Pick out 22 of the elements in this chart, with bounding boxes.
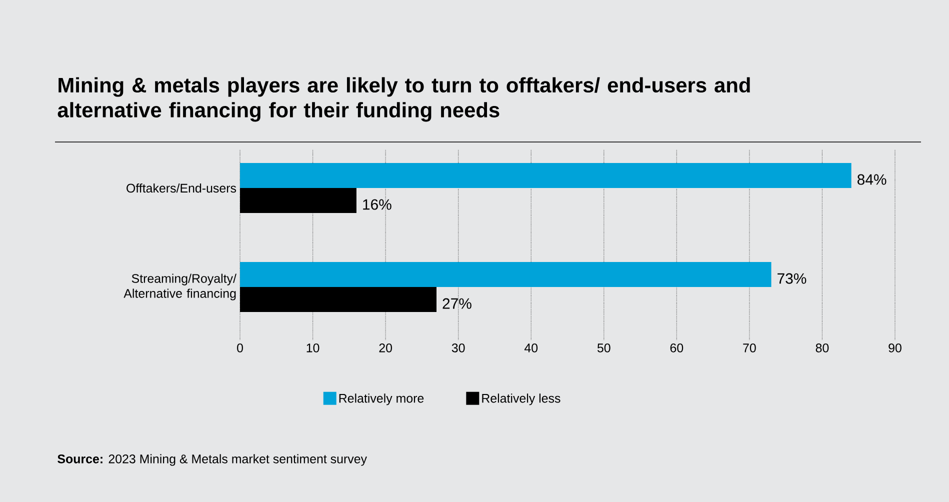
- x-tick-label: 50: [597, 344, 610, 352]
- bar: [240, 262, 772, 288]
- x-tick-label: 70: [743, 344, 756, 352]
- x-tick-label: 60: [670, 344, 684, 352]
- data-label: 16%: [363, 199, 392, 210]
- legend-label: Relatively less: [482, 394, 560, 406]
- chart-title: Mining & metals players are likely to turn to offtakers/ end-users and alternative financing for their funding needs: [58, 77, 750, 122]
- data-label: 84%: [858, 174, 886, 185]
- x-tick-label: 20: [379, 344, 392, 352]
- x-tick-label: 80: [816, 344, 829, 352]
- y-tick-label: Offtakers/End-users: [126, 183, 236, 193]
- bar: [240, 163, 852, 188]
- legend-label: Relatively more: [339, 394, 424, 406]
- data-label: 73%: [778, 273, 806, 284]
- x-tick-label: 40: [524, 344, 538, 352]
- y-tick-label: Streaming/Royalty/ Alternative financing: [124, 274, 236, 300]
- data-label: 27%: [442, 298, 472, 309]
- x-tick-label: 90: [888, 344, 902, 352]
- x-tick-label: 10: [306, 344, 320, 352]
- text: Source: 2023 Mining & Metals market sentiment survey: [58, 454, 367, 466]
- x-tick-label: 30: [452, 344, 465, 352]
- x-tick-label: 0: [237, 344, 243, 352]
